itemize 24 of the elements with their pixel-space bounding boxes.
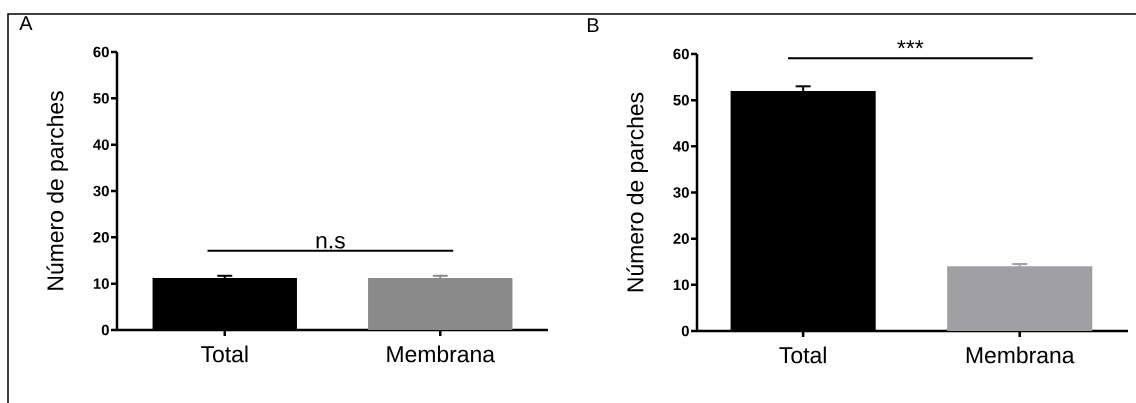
y-tick-label: 40 <box>673 141 689 152</box>
chart-title: A <box>19 16 33 30</box>
y-tick-label: 50 <box>93 93 109 104</box>
x-tick-label: Membrana <box>966 346 1075 364</box>
y-tick-label: 10 <box>673 279 689 291</box>
y-tick-label: 0 <box>101 324 109 336</box>
y-axis-title: Número de parches <box>46 91 69 290</box>
y-tick-label: 60 <box>93 46 109 58</box>
y-tick-label: 10 <box>93 278 109 289</box>
x-tick-label: Total <box>201 345 248 363</box>
y-tick-label: 50 <box>673 94 689 106</box>
text: *** <box>897 40 924 49</box>
y-tick-label: 20 <box>673 233 689 244</box>
y-axis-title: Número de parches <box>626 92 649 292</box>
y-tick-label: 30 <box>93 185 109 197</box>
annotation: n.s <box>316 236 345 249</box>
y-tick-label: 60 <box>673 48 689 60</box>
chart-title: B <box>587 18 599 33</box>
x-tick-label: Membrana <box>387 345 496 363</box>
y-tick-label: 30 <box>673 187 689 198</box>
y-tick-label: 40 <box>93 139 109 150</box>
x-tick-label: Total <box>779 346 826 364</box>
y-tick-label: 20 <box>93 232 109 243</box>
y-tick-label: 0 <box>681 325 689 337</box>
